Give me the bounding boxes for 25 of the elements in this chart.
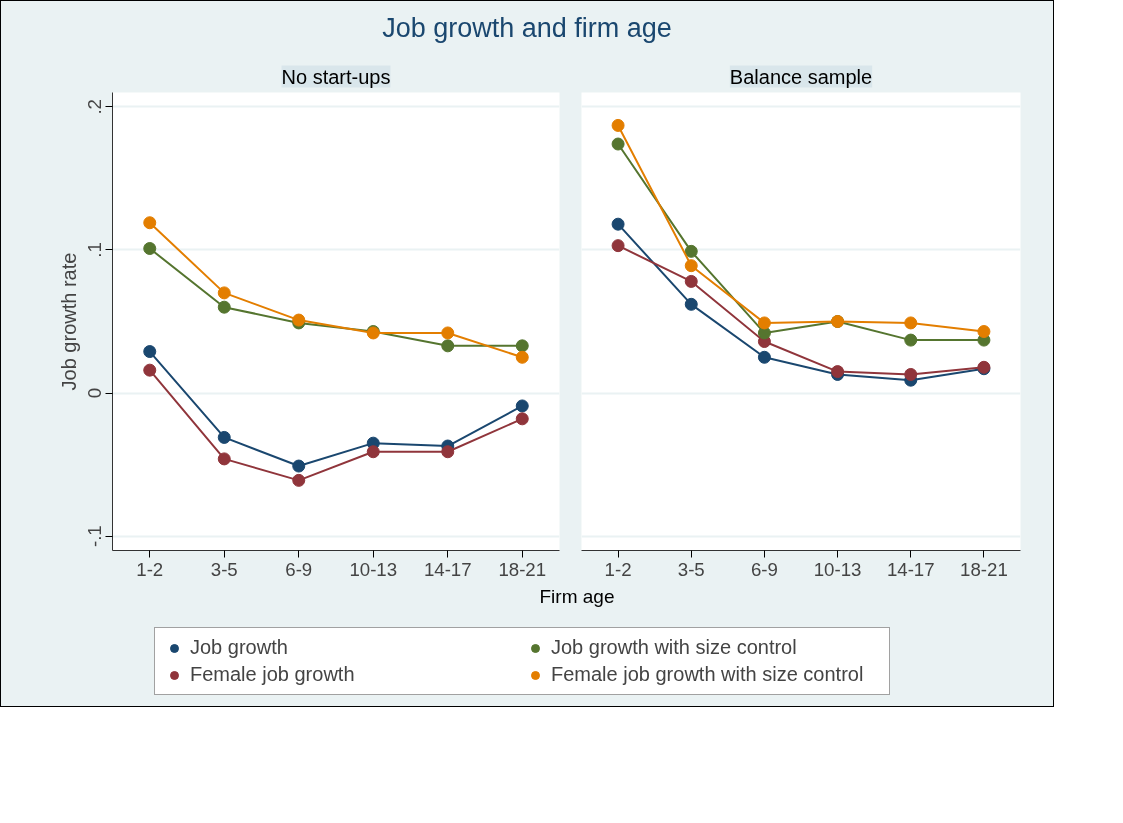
y-tick-label: .2 bbox=[83, 99, 105, 115]
x-tick-label: 3-5 bbox=[210, 558, 238, 580]
y-axis-title: Job growth rate bbox=[57, 252, 80, 391]
chart-title: Job growth and firm age bbox=[382, 12, 672, 45]
x-tick-label: 6-9 bbox=[750, 558, 778, 580]
legend-label: Female job growth bbox=[190, 663, 356, 686]
x-tick-label: 6-9 bbox=[285, 558, 313, 580]
x-axis-title: Firm age bbox=[539, 585, 615, 609]
x-tick-label: 18-21 bbox=[960, 558, 1008, 580]
x-tick-label: 10-13 bbox=[349, 558, 398, 580]
y-tick-label: .1 bbox=[83, 242, 105, 258]
x-tick-label: 18-21 bbox=[498, 558, 547, 580]
x-tick-label: 1-2 bbox=[604, 558, 632, 580]
chart-subtitle: Balance sample bbox=[729, 65, 873, 88]
y-tick-label: 0 bbox=[83, 387, 105, 399]
x-tick-label: 1-2 bbox=[136, 558, 164, 580]
y-tick-label: -.1 bbox=[83, 525, 105, 548]
x-tick-label: 3-5 bbox=[677, 558, 705, 580]
legend-label: Job growth bbox=[190, 636, 289, 659]
x-tick-label: 10-13 bbox=[813, 558, 862, 580]
chart-subtitle: No start-ups bbox=[281, 65, 391, 88]
x-tick-label: 14-17 bbox=[423, 558, 472, 580]
legend-label: Female job growth with size control bbox=[551, 663, 865, 686]
legend-label: Job growth with size control bbox=[551, 636, 798, 659]
x-tick-label: 14-17 bbox=[886, 558, 935, 580]
